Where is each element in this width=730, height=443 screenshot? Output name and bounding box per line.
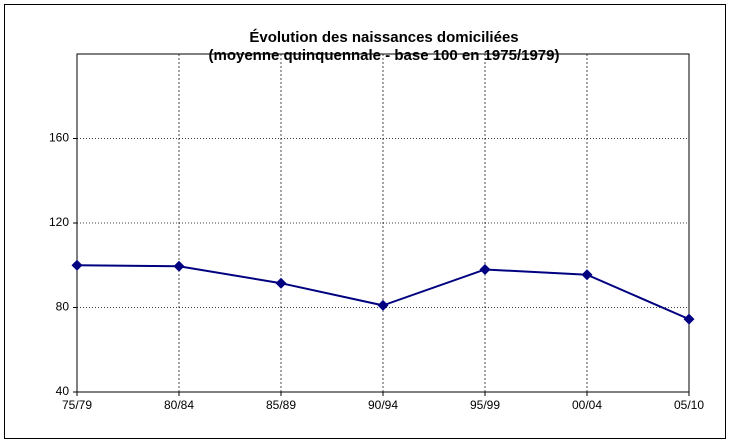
x-tick-label: 90/94 [368,398,398,412]
marker [71,259,83,271]
marker [173,260,185,272]
marker [479,263,491,275]
marker [581,269,593,281]
y-tick-label: 80 [56,300,70,314]
y-tick-label: 40 [56,384,70,398]
marker [377,299,389,311]
x-tick-label: 85/89 [266,398,296,412]
marker [275,277,287,289]
x-tick-label: 95/99 [470,398,500,412]
x-tick-label: 05/10 [674,398,704,412]
plot-area [76,53,690,393]
x-tick-label: 00/04 [572,398,602,412]
y-tick-label: 160 [49,131,69,145]
y-tick-label: 120 [49,215,69,229]
x-tick-label: 75/79 [62,398,92,412]
x-tick-label: 80/84 [164,398,194,412]
marker [683,313,695,325]
chart-frame [4,4,726,439]
chart-title: Évolution des naissances domiciliées [249,29,518,46]
chart-subtitle: (moyenne quinquennale - base 100 en 1975… [209,47,560,64]
